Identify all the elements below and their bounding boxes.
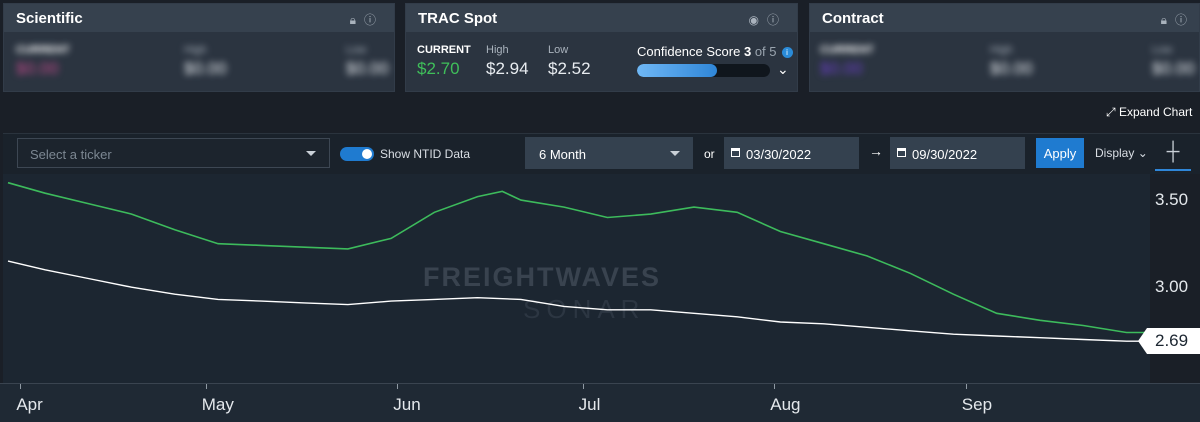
card-title: TRAC Spot <box>418 10 498 27</box>
confidence-bar <box>637 64 770 77</box>
chevron-down-icon: ⌄ <box>1137 146 1148 160</box>
lock-icon[interactable]: 🔒︎ <box>1160 13 1175 27</box>
trac-spot-card: TRAC Spot ◉ⓘ CURRENT $2.70 High $2.94 Lo… <box>405 3 798 92</box>
end-date: 09/30/2022 <box>912 147 978 162</box>
series-line-1 <box>7 260 1145 342</box>
current-value: $2.70 <box>417 59 460 78</box>
start-date-input[interactable]: 03/30/2022 <box>724 137 859 169</box>
current-label: CURRENT <box>820 44 874 56</box>
toggle-knob <box>362 149 372 159</box>
low-label: Low <box>548 44 569 56</box>
high-value: $2.94 <box>486 59 529 78</box>
or-label: or <box>704 147 715 161</box>
arrow-right-icon: → <box>869 143 883 159</box>
x-tick-mark <box>965 384 967 389</box>
x-tick-label: Apr <box>16 395 43 414</box>
last-value: 2.69 <box>1147 328 1200 355</box>
high-label: High <box>184 44 207 56</box>
confidence-bar-fill <box>637 64 717 77</box>
price-chart: FREIGHTWAVES SONAR 3.50 3.00 2.69 Apr May… <box>0 174 1200 422</box>
ticker-placeholder: Select a ticker <box>30 147 112 162</box>
confidence-score: Confidence Score 3 of 5 i <box>637 44 793 59</box>
series-line-0 <box>7 181 1145 334</box>
lock-icon[interactable]: 🔒︎ <box>349 13 364 27</box>
display-menu[interactable]: Display ⌄ <box>1095 146 1148 160</box>
caret-down-icon <box>306 151 316 156</box>
low-value: $2.52 <box>548 59 591 78</box>
ntid-toggle[interactable] <box>340 147 374 161</box>
x-tick-label: May <box>201 395 234 414</box>
x-tick-mark <box>582 384 584 389</box>
x-tick-label: Jun <box>393 395 421 414</box>
current-value: $0.00 <box>16 59 59 78</box>
period-select[interactable]: 6 Month <box>525 137 693 169</box>
display-label: Display <box>1095 146 1135 160</box>
card-title: Contract <box>822 10 884 27</box>
x-tick-label: Sep <box>961 395 993 414</box>
calendar-icon <box>731 148 740 157</box>
last-value-tag: 2.69 <box>1138 328 1200 355</box>
expand-icon: ⤢ <box>1106 105 1116 119</box>
y-axis: 3.50 3.00 <box>1150 174 1200 383</box>
info-icon[interactable]: ⓘ <box>1174 13 1195 27</box>
calendar-icon <box>897 148 906 157</box>
expand-label: Expand Chart <box>1118 105 1193 119</box>
contract-card: Contract 🔒︎ⓘ CURRENT $0.00 High $0.00 Lo… <box>809 3 1200 92</box>
period-label: 6 Month <box>539 147 586 162</box>
ticker-select[interactable]: Select a ticker <box>17 138 330 168</box>
y-tick-label: 3.00 <box>1155 277 1189 297</box>
y-tick-label: 3.50 <box>1155 190 1189 210</box>
chevron-down-icon[interactable]: ⌄ <box>777 61 789 77</box>
current-label: CURRENT <box>417 44 471 56</box>
high-value: $0.00 <box>184 59 227 78</box>
confidence-value: 3 <box>743 44 752 59</box>
low-value: $0.00 <box>346 59 389 78</box>
confidence-of: of 5 <box>754 44 777 59</box>
card-header: TRAC Spot ◉ⓘ <box>406 4 797 32</box>
watermark-brand: FREIGHTWAVES <box>423 262 662 292</box>
x-tick-label: Aug <box>770 395 801 414</box>
x-tick-mark <box>20 384 22 389</box>
info-icon[interactable]: ⓘ <box>766 13 787 27</box>
low-label: Low <box>346 44 367 56</box>
card-header: Scientific 🔒︎ⓘ <box>4 4 394 32</box>
low-label: Low <box>1152 44 1173 56</box>
card-header: Contract 🔒︎ⓘ <box>810 4 1199 32</box>
scientific-card: Scientific 🔒︎ⓘ CURRENT $0.00 High $0.00 … <box>3 3 395 92</box>
x-tick-mark <box>774 384 776 389</box>
high-label: High <box>990 44 1013 56</box>
x-axis: Apr May Jun Jul Aug Sep <box>0 383 1200 422</box>
expand-chart-button[interactable]: ⤢ Expand Chart <box>1106 105 1192 120</box>
watermark-product: SONAR <box>523 294 646 324</box>
chart-lines <box>7 181 1145 342</box>
current-label: CURRENT <box>16 44 70 56</box>
chart-toolbar: Select a ticker Show NTID Data 6 Month o… <box>3 133 1200 175</box>
start-date: 03/30/2022 <box>746 147 812 162</box>
eye-icon[interactable]: ◉ <box>748 13 767 27</box>
high-value: $0.00 <box>990 59 1033 78</box>
high-label: High <box>486 44 509 56</box>
x-tick-label: Jul <box>578 395 601 414</box>
low-value: $0.00 <box>1152 59 1195 78</box>
x-tick-mark <box>397 384 399 389</box>
end-date-input[interactable]: 09/30/2022 <box>890 137 1025 169</box>
apply-button[interactable]: Apply <box>1036 138 1084 168</box>
confidence-label: Confidence Score <box>637 44 741 59</box>
current-value: $0.00 <box>820 59 863 78</box>
caret-down-icon <box>670 151 680 156</box>
ntid-label: Show NTID Data <box>380 147 471 161</box>
info-icon[interactable]: ⓘ <box>363 13 384 27</box>
x-tick-mark <box>205 384 207 389</box>
crosshair-icon[interactable]: ┼ <box>1155 135 1191 171</box>
info-icon[interactable]: i <box>781 47 793 58</box>
plot-area[interactable]: FREIGHTWAVES SONAR <box>3 174 1150 383</box>
card-title: Scientific <box>16 10 83 27</box>
